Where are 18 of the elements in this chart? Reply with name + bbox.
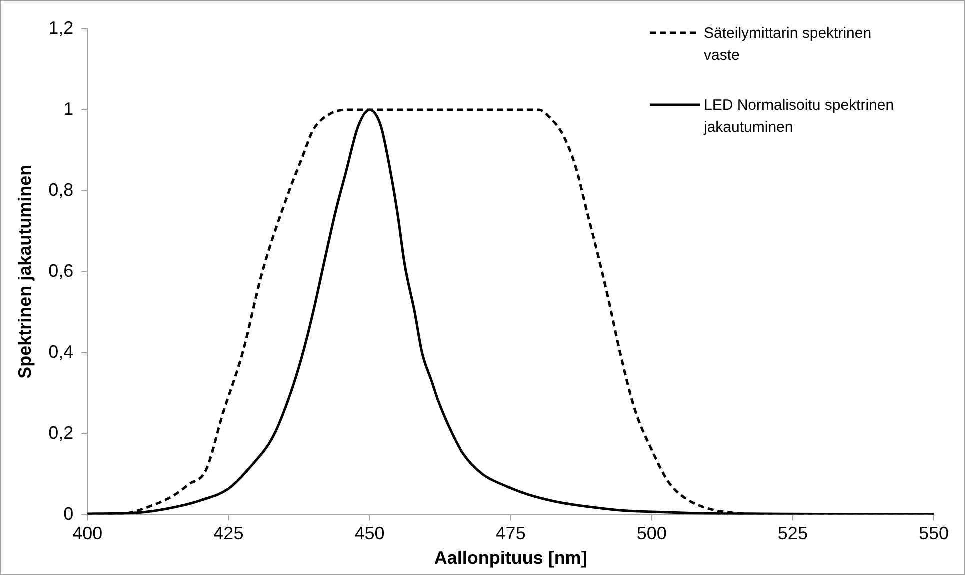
y-tick-label: 0,6 [48, 260, 74, 281]
y-tick-label: 0,8 [48, 180, 74, 200]
y-tick-label: 1 [64, 98, 74, 119]
y-tick-label: 0 [64, 504, 74, 524]
y-tick-label: 0,4 [48, 342, 74, 362]
y-tick-label: 1,2 [48, 18, 74, 38]
y-tick-label: 0,2 [48, 422, 74, 443]
x-tick-label: 500 [636, 524, 667, 544]
x-tick-label: 450 [354, 524, 385, 544]
x-tick-label: 425 [214, 524, 244, 544]
x-axis-title: Aallonpituus [nm] [434, 548, 588, 568]
x-tick-label: 550 [918, 524, 950, 544]
legend-label: LED Normalisoitu spektrinen jakautuminen [704, 96, 896, 138]
x-tick-label: 475 [496, 524, 526, 544]
legend-label: Säteilymittarin spektrinen vaste [704, 24, 873, 66]
y-axis-title: Spektrinen jakautuminen [14, 164, 35, 379]
x-tick-label: 400 [72, 524, 103, 544]
x-tick-label: 525 [778, 524, 808, 544]
